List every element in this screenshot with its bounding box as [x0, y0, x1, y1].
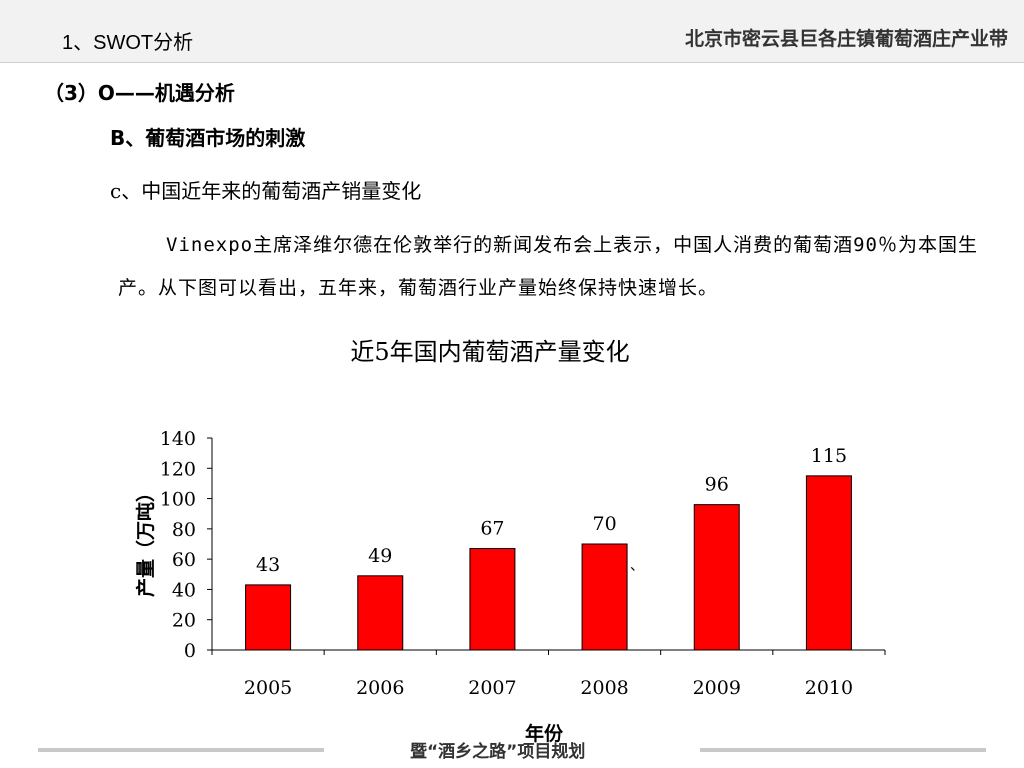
footer-text: 暨“酒乡之路”项目规划	[410, 742, 586, 762]
y-axis-label: 产量（万吨）	[134, 483, 157, 597]
y-tick-label: 120	[160, 458, 196, 480]
x-tick-label-2008: 2008	[580, 677, 628, 699]
x-tick-label-2005: 2005	[244, 677, 292, 699]
x-tick-label-2007: 2007	[468, 677, 516, 699]
chart-bars	[245, 475, 852, 651]
data-label-2006: 49	[368, 545, 392, 567]
y-tick-label: 60	[172, 549, 196, 571]
bar-2008	[581, 543, 628, 651]
x-tick-label-2010: 2010	[805, 677, 853, 699]
footer-divider-right	[700, 748, 986, 752]
body-paragraph: Vinexpo主席泽维尔德在伦敦举行的新闻发布会上表示，中国人消费的葡萄酒90％…	[118, 224, 978, 310]
y-tick-label: 100	[160, 489, 196, 511]
chart-data-labels: 43 2005 49 2006 67 2007 70 2008 96 2009 115 2010	[244, 445, 853, 699]
y-tick-label: 20	[172, 610, 196, 632]
x-tick-label-2009: 2009	[693, 677, 741, 699]
stray-mark: 、	[630, 558, 644, 574]
header-bar: 1、SWOT分析 北京市密云县巨各庄镇葡萄酒庄产业带	[0, 0, 1024, 63]
data-label-2009: 96	[705, 474, 729, 496]
paragraph-text: Vinexpo主席泽维尔德在伦敦举行的新闻发布会上表示，中国人消费的葡萄酒90％…	[118, 234, 978, 299]
y-tick-label: 80	[172, 519, 196, 541]
outline-level2: B、葡萄酒市场的刺激	[110, 126, 306, 150]
data-label-2005: 43	[256, 554, 280, 576]
bar-2005	[245, 584, 292, 651]
bar-2006	[357, 575, 404, 651]
outline-level1: （3）O——机遇分析	[44, 81, 235, 105]
data-label-2008: 70	[592, 513, 616, 535]
bar-2010	[805, 475, 852, 651]
x-tick-label-2006: 2006	[356, 677, 404, 699]
outline-level3: c、中国近年来的葡萄酒产销量变化	[110, 179, 422, 203]
y-tick-label: 140	[160, 428, 196, 450]
bar-2009	[693, 504, 740, 651]
y-tick-label: 0	[184, 640, 196, 662]
bar-2007	[469, 548, 516, 651]
chart-title: 近5年国内葡萄酒产量变化	[350, 338, 629, 366]
org-title: 北京市密云县巨各庄镇葡萄酒庄产业带	[684, 28, 1008, 50]
section-title: 1、SWOT分析	[62, 32, 194, 54]
chart-axes: 0 20 40 60 80 100 120 140	[160, 428, 886, 662]
data-label-2010: 115	[811, 445, 847, 467]
footer-divider-left	[38, 748, 324, 752]
y-tick-label: 40	[172, 579, 196, 601]
data-label-2007: 67	[480, 518, 504, 540]
